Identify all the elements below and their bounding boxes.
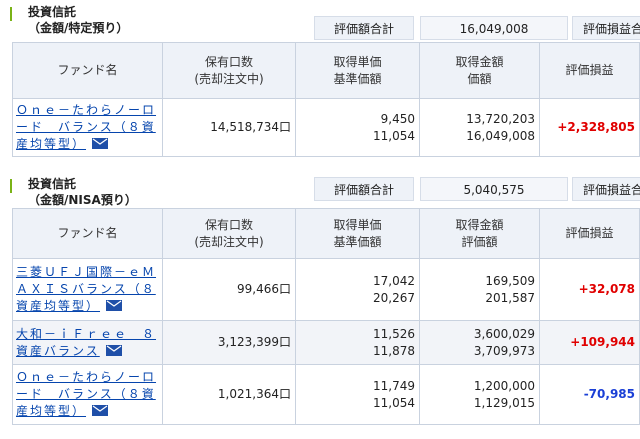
units-cell: 14,518,734口	[162, 98, 296, 157]
section-title: 投資信託 （金額/NISA預り）	[28, 176, 137, 208]
col-price-sub: 基準価額	[333, 234, 382, 249]
section-title-text: 投資信託	[28, 5, 77, 19]
table-row: Ｏｎｅ－たわらノーロード バランス（８資産均等型） 14,518,734口 9,…	[12, 98, 640, 157]
pl-cell: +32,078	[539, 258, 640, 321]
nav-price: 11,878	[373, 343, 415, 358]
total-value: 16,049,008	[420, 16, 568, 40]
market-value: 3,709,973	[473, 343, 535, 358]
cost-amount: 3,600,029	[473, 326, 535, 341]
fund-link[interactable]: 三菱ＵＦＪ国際－ｅＭＡＸＩＳバランス（８資産均等型）	[16, 265, 157, 313]
section-title: 投資信託 （金額/特定預り）	[28, 4, 128, 36]
col-fund-name: ファンド名	[12, 208, 163, 259]
cost-amount: 169,509	[485, 273, 535, 288]
units-cell: 1,021,364口	[162, 364, 296, 425]
col-units-sub: (売却注文中)	[194, 234, 264, 249]
mail-icon[interactable]	[106, 300, 123, 311]
mail-icon[interactable]	[105, 344, 122, 356]
col-amount-label: 取得金額	[455, 54, 504, 69]
col-amount: 取得金額 価額	[419, 42, 540, 99]
market-value: 16,049,008	[466, 128, 535, 143]
section-accent-bar	[10, 179, 12, 193]
table-row: 三菱ＵＦＪ国際－ｅＭＡＸＩＳバランス（８資産均等型） 99,466口 17,04…	[12, 258, 640, 321]
fund-link[interactable]: Ｏｎｅ－たわらノーロード バランス（８資産均等型）	[16, 370, 157, 418]
market-value: 201,587	[485, 290, 535, 305]
section-subtitle: （金額/特定預り）	[28, 21, 129, 35]
pl-cell: +2,328,805	[539, 98, 640, 157]
cost-price: 11,526	[373, 326, 415, 341]
amount-cell: 13,720,203 16,049,008	[419, 98, 540, 157]
col-pl: 評価損益	[539, 42, 640, 99]
amount-cell: 169,509 201,587	[419, 258, 540, 321]
pl-cell: +109,944	[539, 320, 640, 365]
amount-cell: 3,600,029 3,709,973	[419, 320, 540, 365]
section-tokutei: 投資信託 （金額/特定預り） 評価額合計 16,049,008 評価損益合 ファ…	[0, 0, 640, 157]
fund-cell: 大和－ｉＦｒｅｅ ８資産バランス	[12, 320, 163, 365]
cost-price: 11,749	[373, 378, 415, 393]
amount-cell: 1,200,000 1,129,015	[419, 364, 540, 425]
col-amount-sub: 評価額	[461, 234, 498, 249]
price-cell: 11,526 11,878	[295, 320, 420, 365]
nav-price: 11,054	[373, 128, 415, 143]
table-header-row: ファンド名 保有口数 (売却注文中) 取得単価基準価額 取得金額評価額 評価損益	[12, 208, 640, 259]
col-pl: 評価損益	[539, 208, 640, 259]
price-cell: 17,042 20,267	[295, 258, 420, 321]
pl-cell: -70,985	[539, 364, 640, 425]
col-price-label: 取得単価	[333, 54, 382, 69]
mail-icon[interactable]	[92, 138, 109, 149]
col-amount-label: 取得金額	[455, 217, 504, 232]
table-row: 大和－ｉＦｒｅｅ ８資産バランス 3,123,399口 11,526 11,878…	[12, 320, 640, 365]
col-price: 取得単価 基準価額	[295, 42, 420, 99]
col-units-sub: (売却注文中)	[194, 71, 264, 86]
market-value: 1,129,015	[473, 395, 535, 410]
holdings-table: ファンド名 保有口数 (売却注文中) 取得単価 基準価額 取得金額 評価額 評価損益 …	[12, 208, 640, 425]
nav-price: 11,054	[373, 395, 415, 410]
fund-link[interactable]: 大和－ｉＦｒｅｅ ８資産バランス	[16, 326, 157, 358]
section-header: 投資信託 （金額/NISA預り） 評価額合計 5,040,575 評価損益合	[0, 172, 640, 212]
cost-price: 17,042	[373, 273, 415, 288]
section-subtitle: （金額/NISA預り）	[28, 193, 137, 207]
fund-cell: 三菱ＵＦＪ国際－ｅＭＡＸＩＳバランス（８資産均等型）	[12, 258, 163, 321]
section-accent-bar	[10, 7, 12, 21]
total-value: 5,040,575	[420, 177, 568, 201]
col-units: 保有口数 (売却注文中)	[162, 42, 296, 99]
col-amount: 取得金額 評価額	[419, 208, 540, 259]
fund-link[interactable]: Ｏｎｅ－たわらノーロード バランス（８資産均等型）	[16, 103, 157, 151]
holdings-table: ファンド名 保有口数 (売却注文中) 取得単価基準価額 取得金額価額 評価損益 Ｏ…	[12, 42, 640, 157]
cost-price: 9,450	[380, 111, 415, 126]
cost-amount: 13,720,203	[466, 111, 535, 126]
col-units-label: 保有口数	[204, 54, 253, 69]
cost-amount: 1,200,000	[473, 378, 535, 393]
total-pl-label: 評価損益合	[572, 177, 640, 201]
col-price: 取得単価 基準価額	[295, 208, 420, 259]
mail-icon[interactable]	[92, 405, 109, 416]
units-cell: 3,123,399口	[162, 320, 296, 365]
section-title-text: 投資信託	[28, 177, 77, 191]
total-label: 評価額合計	[314, 16, 414, 40]
nav-price: 20,267	[373, 290, 415, 305]
section-nisa: 投資信託 （金額/NISA預り） 評価額合計 5,040,575 評価損益合 フ…	[0, 172, 640, 425]
fund-cell: Ｏｎｅ－たわらノーロード バランス（８資産均等型）	[12, 98, 163, 157]
col-amount-sub: 価額	[467, 71, 492, 86]
col-fund-name: ファンド名	[12, 42, 163, 99]
section-header: 投資信託 （金額/特定預り） 評価額合計 16,049,008 評価損益合	[0, 0, 640, 40]
col-units-label: 保有口数	[204, 217, 253, 232]
col-price-sub: 基準価額	[333, 71, 382, 86]
units-cell: 99,466口	[162, 258, 296, 321]
total-label: 評価額合計	[314, 177, 414, 201]
price-cell: 11,749 11,054	[295, 364, 420, 425]
total-pl-label: 評価損益合	[572, 16, 640, 40]
col-units: 保有口数 (売却注文中)	[162, 208, 296, 259]
table-header-row: ファンド名 保有口数 (売却注文中) 取得単価基準価額 取得金額価額 評価損益	[12, 42, 640, 99]
table-row: Ｏｎｅ－たわらノーロード バランス（８資産均等型） 1,021,364口 11,…	[12, 364, 640, 425]
price-cell: 9,450 11,054	[295, 98, 420, 157]
col-price-label: 取得単価	[333, 217, 382, 232]
fund-cell: Ｏｎｅ－たわらノーロード バランス（８資産均等型）	[12, 364, 163, 425]
